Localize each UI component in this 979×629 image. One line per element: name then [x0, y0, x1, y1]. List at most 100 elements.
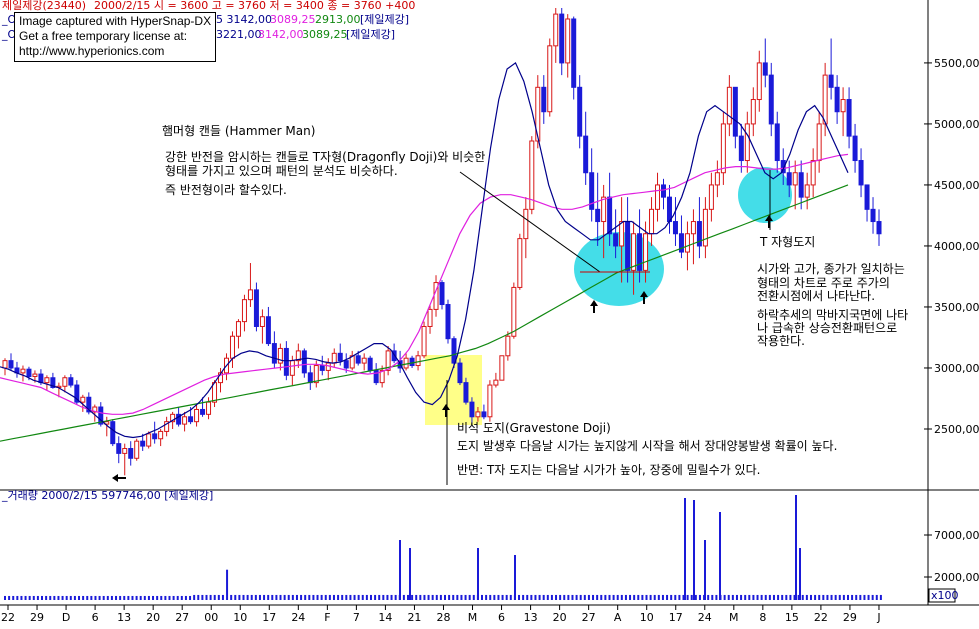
candle-body	[170, 413, 176, 423]
candle-body	[235, 321, 241, 337]
candle-body	[313, 365, 319, 384]
candle-body	[744, 123, 750, 162]
hammer-text: 즉 반전형이라 할수있다.	[165, 183, 287, 197]
candle-body	[50, 377, 56, 388]
candle-body	[487, 384, 493, 418]
candle-body	[840, 99, 846, 113]
candle-body	[259, 316, 265, 327]
time-axis-label: M	[468, 611, 478, 624]
candle-body	[289, 360, 295, 376]
candle-body	[194, 408, 200, 423]
candle-body	[403, 357, 409, 369]
candle-body	[589, 172, 595, 210]
candle-body	[152, 433, 158, 440]
tdoji-text: 나 급속한 상승전환패턴으로	[757, 321, 897, 335]
candle-body	[475, 411, 481, 418]
time-axis-label: 29	[30, 611, 44, 624]
time-axis-label: 10	[640, 611, 654, 624]
candle-body	[499, 355, 505, 381]
header-ma-tag: [제일제강]	[346, 27, 395, 41]
tdoji-text: 시가와 고가, 종가가 일치하는	[757, 262, 905, 276]
time-axis-label: 15	[785, 611, 799, 624]
candle-body	[571, 18, 577, 88]
hammer-highlight	[574, 232, 664, 306]
header-ma-value: 3089,25	[270, 13, 316, 26]
candle-body	[655, 184, 661, 210]
candle-body	[738, 135, 744, 162]
time-axis-label: 21	[407, 611, 421, 624]
candle-body	[26, 368, 32, 378]
time-axis-label: J	[876, 611, 880, 624]
ma5-line	[0, 61, 849, 439]
candle-body	[247, 289, 253, 301]
time-axis-label: 6	[498, 611, 505, 624]
candle-body	[265, 316, 271, 345]
candle-body	[74, 384, 80, 403]
candle-body	[158, 430, 164, 440]
hammer-title: 햄머형 캔들 (Hammer Man)	[162, 124, 315, 138]
candle-body	[20, 368, 26, 374]
candle-body	[529, 140, 535, 210]
tdoji-text: 작용한다.	[757, 334, 805, 348]
candle-body	[720, 123, 726, 174]
volume-tick-label: 7000,00	[934, 529, 979, 542]
candle-body	[355, 355, 361, 364]
candle-body	[481, 411, 487, 418]
candle-body	[511, 286, 517, 337]
candle-body	[241, 299, 247, 323]
candle-body	[200, 408, 206, 415]
tdoji-title: T 자형도지	[759, 235, 815, 249]
arrow-up-icon	[590, 300, 598, 313]
time-axis-label: 6	[92, 611, 99, 624]
candle-body	[98, 406, 104, 425]
header-ma-value: 3221,00	[216, 28, 262, 41]
hammer-text: 형태를 가지고 있으며 패턴의 분석도 비슷하다.	[165, 164, 398, 178]
time-axis-label: 27	[175, 611, 189, 624]
time-axis-label: 7	[353, 611, 360, 624]
time-axis-label: A	[614, 611, 622, 624]
volume-group	[4, 495, 882, 600]
candle-body	[577, 86, 583, 137]
candle-body	[559, 13, 565, 64]
arrow-up-icon	[765, 215, 773, 228]
candle-body	[643, 233, 649, 271]
candle-body	[846, 99, 852, 137]
candle-body	[421, 325, 427, 357]
price-tick-label: 3500,00	[934, 301, 979, 314]
time-axis-label: 17	[669, 611, 683, 624]
gravestone-text: 도지 발생후 다음날 시가는 높지않게 시작을 해서 장대양봉발생 확률이 높다…	[457, 439, 837, 453]
candle-body	[415, 355, 421, 367]
candle-body	[110, 421, 116, 445]
header-ma-tag: [제일제강]	[360, 12, 409, 26]
candle-body	[38, 373, 44, 384]
candle-body	[80, 396, 86, 403]
volume-multiplier-box	[928, 588, 956, 603]
candle-body	[445, 304, 451, 340]
candle-body	[637, 233, 643, 271]
header-ma-value: 3089,25	[302, 28, 348, 41]
candle-body	[361, 357, 367, 364]
candle-body	[547, 45, 553, 113]
hammer-pointer-line	[459, 171, 601, 273]
candle-body	[672, 221, 678, 235]
time-axis-label: 8	[759, 611, 766, 624]
candle-body	[301, 350, 307, 374]
arrow-up-icon	[640, 291, 648, 304]
candle-body	[517, 238, 523, 288]
time-axis-label: 14	[378, 611, 392, 624]
volume-multiplier-label: x100	[931, 589, 959, 602]
tdoji-highlight	[738, 167, 792, 223]
candle-body	[62, 377, 68, 387]
watermark-line2: Get a free temporary license at:	[19, 29, 188, 43]
candle-body	[858, 160, 864, 186]
arrow-up-icon	[442, 404, 450, 417]
candle-body	[613, 233, 619, 247]
candle-body	[116, 443, 122, 454]
candle-body	[2, 360, 8, 369]
ma-long-line	[0, 184, 849, 442]
time-axis-label: 20	[553, 611, 567, 624]
time-axis-label: 13	[117, 611, 131, 624]
time-axis-label: M	[729, 611, 739, 624]
candle-body	[283, 347, 289, 376]
